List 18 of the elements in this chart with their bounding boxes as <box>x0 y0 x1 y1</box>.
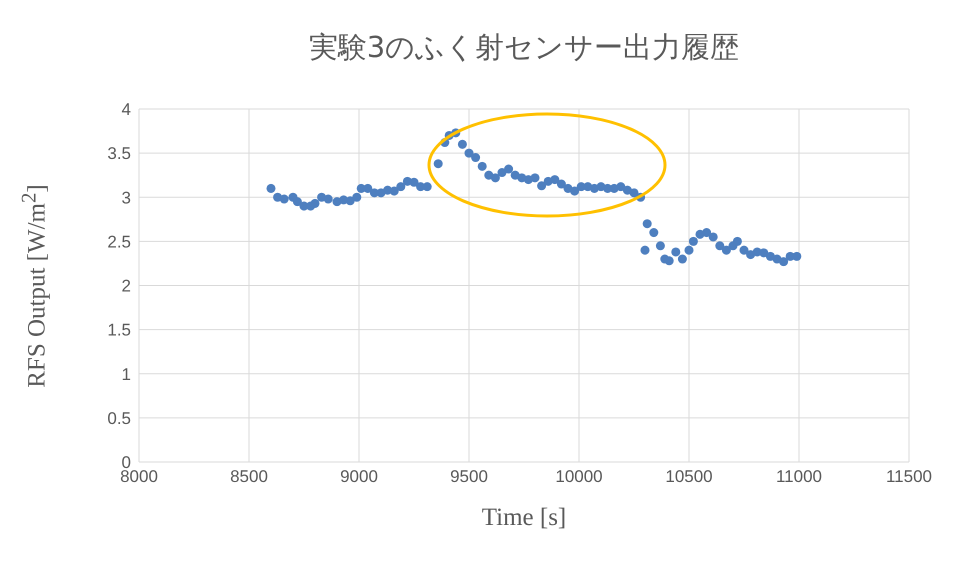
chart-title: 実験3のふく射センサー出力履歴 <box>308 29 740 66</box>
y-tick-label: 2 <box>122 276 131 296</box>
x-tick-label: 11000 <box>776 467 822 486</box>
y-tick-label: 2.5 <box>107 232 131 252</box>
x-tick-label: 10500 <box>665 467 713 486</box>
x-tick-label: 9500 <box>450 467 488 486</box>
x-tick-label: 10000 <box>555 467 603 486</box>
y-tick-label: 1 <box>122 364 131 384</box>
y-tick-label: 3 <box>122 188 131 208</box>
y-tick-label: 0.5 <box>107 408 131 428</box>
y-tick-label: 3.5 <box>107 144 131 164</box>
x-tick-label: 8000 <box>120 467 158 486</box>
y-tick-label: 4 <box>122 100 131 120</box>
y-tick-label: 1.5 <box>107 320 131 340</box>
x-tick-label: 8500 <box>230 467 268 486</box>
x-axis-title: Time [s] <box>480 504 568 532</box>
x-tick-label: 9000 <box>340 467 378 486</box>
x-tick-label: 11500 <box>886 467 932 486</box>
